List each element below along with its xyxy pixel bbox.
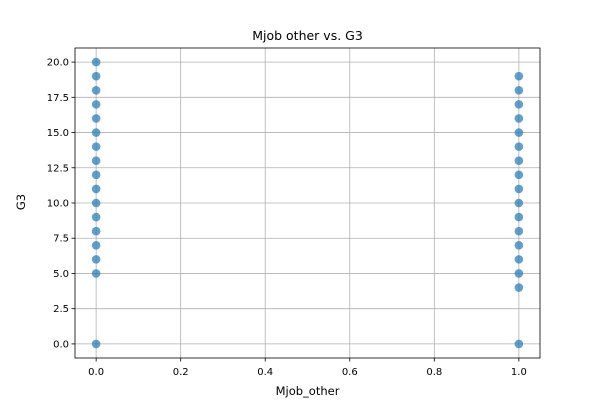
data-point <box>514 283 524 292</box>
data-point <box>514 339 524 349</box>
y-tick-label: 15.0 <box>47 128 69 139</box>
x-tick-label: 1.0 <box>511 367 527 378</box>
data-point <box>514 114 524 123</box>
y-tick-label: 10.0 <box>47 199 69 210</box>
data-point <box>514 226 524 236</box>
data-point <box>514 240 524 250</box>
y-axis-label: G3 <box>14 194 28 210</box>
data-point <box>91 255 101 264</box>
data-point <box>514 212 524 222</box>
y-tick-label: 12.5 <box>47 163 69 174</box>
data-point <box>91 114 101 123</box>
x-tick-label: 0.2 <box>173 367 189 378</box>
x-tick-label: 0.0 <box>88 367 104 378</box>
y-tick-label: 20.0 <box>47 58 69 69</box>
data-point <box>91 57 101 67</box>
data-point <box>514 85 524 95</box>
data-point <box>91 212 101 222</box>
chart-title: Mjob other vs. G3 <box>252 28 363 43</box>
data-point <box>514 170 524 180</box>
data-point <box>514 71 524 81</box>
x-tick-label: 0.6 <box>342 367 358 378</box>
y-tick-label: 17.5 <box>47 93 69 104</box>
data-point <box>514 255 524 264</box>
data-point <box>91 240 101 250</box>
y-tick-label: 0.0 <box>53 339 69 350</box>
data-point <box>514 128 524 137</box>
data-point <box>514 156 524 166</box>
data-point <box>91 269 101 278</box>
x-tick-label: 0.4 <box>257 367 273 378</box>
x-axis-label: Mjob_other <box>276 384 340 398</box>
data-point <box>514 142 524 151</box>
x-tick-label: 0.8 <box>426 367 442 378</box>
data-point <box>514 184 524 194</box>
data-point <box>91 226 101 236</box>
data-point <box>91 128 101 137</box>
y-tick-label: 5.0 <box>53 269 69 280</box>
data-point <box>91 198 101 208</box>
data-point <box>514 198 524 208</box>
data-point <box>91 85 101 95</box>
data-point <box>514 100 524 109</box>
data-point <box>91 71 101 81</box>
data-point <box>91 156 101 166</box>
data-point <box>91 184 101 194</box>
data-point <box>91 100 101 109</box>
y-tick-label: 2.5 <box>53 304 69 315</box>
data-points <box>91 57 524 349</box>
data-point <box>91 142 101 151</box>
data-point <box>91 339 101 349</box>
data-point <box>514 269 524 278</box>
y-tick-label: 7.5 <box>53 234 69 245</box>
axis-ticks: 0.0 0.2 0.4 0.6 0.8 1.0 0.0 2.5 5.0 7.5 10.0 12.5 15… <box>47 58 527 378</box>
data-point <box>91 170 101 180</box>
